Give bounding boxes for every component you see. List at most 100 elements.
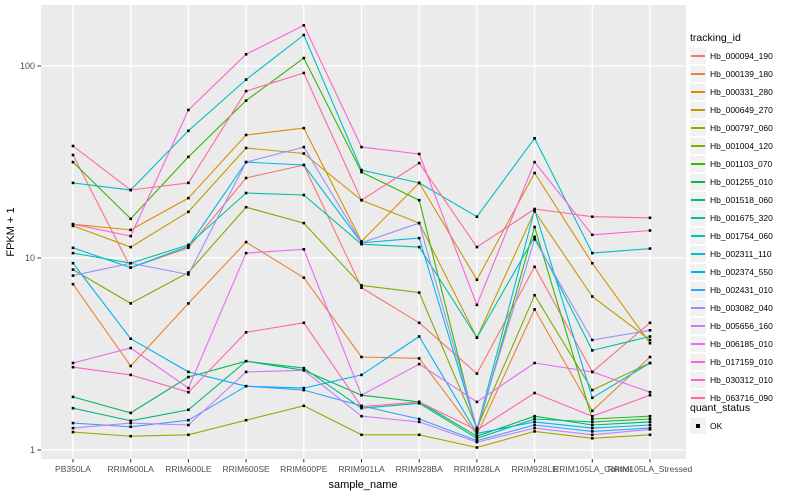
legend-key xyxy=(690,84,706,100)
svg-text:1: 1 xyxy=(30,445,35,455)
legend-entry: Hb_000331_280 xyxy=(690,83,798,101)
legend-key xyxy=(690,300,706,316)
series-color-swatch-icon xyxy=(691,127,705,129)
legend-entry: Hb_001004_120 xyxy=(690,137,798,155)
legend-entry-label: Hb_000094_190 xyxy=(710,51,773,61)
series-color-swatch-icon xyxy=(691,361,705,363)
series-color-swatch-icon xyxy=(691,217,705,219)
series-color-swatch-icon xyxy=(691,325,705,327)
legend-key xyxy=(690,228,706,244)
legend-entries: Hb_000094_190 Hb_000139_180 Hb_000331_280 H… xyxy=(690,47,798,407)
black-square-marker-icon xyxy=(696,424,700,428)
svg-text:RRIM901LA: RRIM901LA xyxy=(338,464,385,474)
legend-entry: Hb_001518_060 xyxy=(690,191,798,209)
legend-key xyxy=(690,418,706,434)
svg-text:RRIM600LA: RRIM600LA xyxy=(108,464,155,474)
series-color-swatch-icon xyxy=(691,181,705,183)
legend-entry-label: OK xyxy=(710,421,723,431)
legend-entry-label: Hb_000331_280 xyxy=(710,87,773,97)
legend-entry-label: Hb_001675_320 xyxy=(710,213,773,223)
legend-key xyxy=(690,48,706,64)
svg-text:PB350LA: PB350LA xyxy=(55,464,91,474)
legend-key xyxy=(690,138,706,154)
series-color-swatch-icon xyxy=(691,397,705,399)
legend-entry-label: Hb_002431_010 xyxy=(710,285,773,295)
legend-entry-label: Hb_006185_010 xyxy=(710,339,773,349)
series-color-swatch-icon xyxy=(691,253,705,255)
series-color-swatch-icon xyxy=(691,55,705,57)
legend-key xyxy=(690,372,706,388)
legend-entry-label: Hb_005656_160 xyxy=(710,321,773,331)
legend-title: tracking_id xyxy=(690,32,741,44)
legend-key xyxy=(690,156,706,172)
series-color-swatch-icon xyxy=(691,379,705,381)
quant-status-legend: quant_status OK xyxy=(690,402,798,435)
legend-key xyxy=(690,264,706,280)
series-color-swatch-icon xyxy=(691,109,705,111)
svg-text:RRIM600LE: RRIM600LE xyxy=(165,464,212,474)
legend-entry-label: Hb_017159_010 xyxy=(710,357,773,367)
legend2-title: quant_status xyxy=(690,402,751,414)
svg-text:RRIM600PE: RRIM600PE xyxy=(280,464,328,474)
legend-key xyxy=(690,120,706,136)
legend-key xyxy=(690,390,706,406)
legend-entry-label: Hb_003082_040 xyxy=(710,303,773,313)
legend-key xyxy=(690,354,706,370)
series-color-swatch-icon xyxy=(691,289,705,291)
legend-entry-label: Hb_002374_550 xyxy=(710,267,773,277)
series-color-swatch-icon xyxy=(691,199,705,201)
svg-text:RRIM600SE: RRIM600SE xyxy=(222,464,270,474)
legend-entry-label: Hb_030312_010 xyxy=(710,375,773,385)
legend-entry: Hb_006185_010 xyxy=(690,335,798,353)
legend-entry: Hb_000139_180 xyxy=(690,65,798,83)
legend-entry-label: Hb_000797_060 xyxy=(710,123,773,133)
series-color-swatch-icon xyxy=(691,163,705,165)
legend-entry-label: Hb_002311_110 xyxy=(710,249,772,259)
legend-key xyxy=(690,282,706,298)
legend-entry: Hb_003082_040 xyxy=(690,299,798,317)
legend-key xyxy=(690,102,706,118)
legend-key xyxy=(690,174,706,190)
legend-entry: Hb_002374_550 xyxy=(690,263,798,281)
legend-entry: Hb_000094_190 xyxy=(690,47,798,65)
series-color-swatch-icon xyxy=(691,235,705,237)
legend-key xyxy=(690,210,706,226)
x-axis-title: sample_name xyxy=(328,479,398,491)
legend-entry: OK xyxy=(690,417,798,435)
series-color-swatch-icon xyxy=(691,91,705,93)
legend-entry: Hb_030312_010 xyxy=(690,371,798,389)
legend-entry-label: Hb_000649_270 xyxy=(710,105,773,115)
svg-text:10: 10 xyxy=(25,253,35,263)
legend-entry: Hb_063716_090 xyxy=(690,389,798,407)
legend-entry-label: Hb_001255_010 xyxy=(710,177,773,187)
svg-text:100: 100 xyxy=(20,61,35,71)
svg-text:RRIM928LE: RRIM928LE xyxy=(511,464,558,474)
legend-entry: Hb_002431_010 xyxy=(690,281,798,299)
legend-entry: Hb_000797_060 xyxy=(690,119,798,137)
legend-entry-label: Hb_000139_180 xyxy=(710,69,773,79)
legend-entry: Hb_000649_270 xyxy=(690,101,798,119)
legend-entry: Hb_001103_070 xyxy=(690,155,798,173)
legend-entry-label: Hb_001103_070 xyxy=(710,159,773,169)
series-color-swatch-icon xyxy=(691,145,705,147)
legend-key xyxy=(690,336,706,352)
legend-entry: Hb_001754_060 xyxy=(690,227,798,245)
legend-entry-label: Hb_063716_090 xyxy=(710,393,773,403)
series-color-swatch-icon xyxy=(691,73,705,75)
series-color-swatch-icon xyxy=(691,307,705,309)
y-axis-title: FPKM + 1 xyxy=(5,207,17,257)
svg-text:RRIM928LA: RRIM928LA xyxy=(454,464,501,474)
tracking-id-legend: tracking_id Hb_000094_190 Hb_000139_180 Hb… xyxy=(690,32,798,407)
svg-text:RRIM928BA: RRIM928BA xyxy=(396,464,444,474)
series-color-swatch-icon xyxy=(691,271,705,273)
legend-entry: Hb_001255_010 xyxy=(690,173,798,191)
legend-entry-label: Hb_001004_120 xyxy=(710,141,773,151)
svg-text:RRIM105LA_Control: RRIM105LA_Control xyxy=(553,464,632,474)
series-color-swatch-icon xyxy=(691,343,705,345)
legend-entry-label: Hb_001754_060 xyxy=(710,231,773,241)
y-axis-labels: 1 10 100 xyxy=(20,61,41,455)
x-axis-labels: PB350LA RRIM600LA RRIM600LE RRIM600SE RRIM60… xyxy=(55,459,693,474)
legend-key xyxy=(690,192,706,208)
